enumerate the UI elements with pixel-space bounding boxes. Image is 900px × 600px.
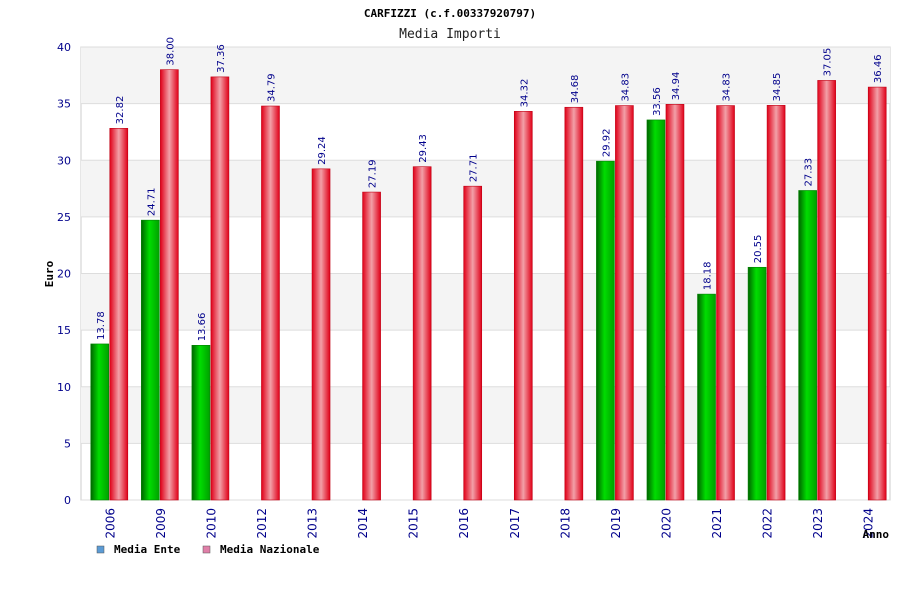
data-label-media-nazionale-2022: 34.85 (772, 73, 783, 102)
data-label-media-nazionale-2014: 27.19 (368, 159, 379, 188)
y-tick-label: 35 (57, 98, 71, 111)
bar-media-nazionale-2013 (311, 168, 331, 501)
bar-media-nazionale-2006 (109, 128, 129, 501)
data-label-media-nazionale-2023: 37.05 (823, 48, 834, 77)
data-label-media-nazionale-2021: 34.83 (722, 73, 733, 102)
bar-media-ente-2020 (646, 119, 666, 501)
bar-media-nazionale-2010 (210, 76, 230, 501)
x-tick-label-2009: 2009 (154, 508, 168, 539)
bar-media-ente-2022 (747, 266, 767, 501)
legend-swatch-media-nazionale (202, 545, 211, 554)
x-tick-label-2015: 2015 (407, 508, 421, 539)
bar-media-nazionale-2009 (160, 69, 179, 501)
data-label-media-ente-2006: 13.78 (96, 311, 107, 340)
bar-media-ente-2010 (191, 345, 211, 501)
data-label-media-nazionale-2016: 27.71 (469, 154, 480, 183)
data-label-media-ente-2020: 33.56 (652, 87, 663, 116)
data-label-media-nazionale-2017: 34.32 (519, 79, 530, 108)
x-tick-label-2020: 2020 (659, 508, 673, 539)
x-tick-label-2010: 2010 (204, 508, 218, 539)
data-label-media-ente-2023: 27.33 (804, 158, 815, 187)
bar-media-nazionale-2018 (564, 106, 584, 501)
y-tick-label: 40 (57, 41, 71, 54)
x-tick-label-2013: 2013 (306, 508, 320, 539)
legend: Media Ente Media Nazionale (96, 543, 320, 556)
x-tick-label-2019: 2019 (609, 508, 623, 539)
x-tick-label-2021: 2021 (710, 508, 724, 539)
data-label-media-nazionale-2015: 29.43 (418, 134, 429, 163)
bar-media-nazionale-2017 (513, 111, 533, 501)
bar-media-ente-2019 (596, 160, 615, 501)
data-label-media-nazionale-2024: 36.46 (873, 54, 884, 83)
legend-label-media-nazionale: Media Nazionale (220, 543, 320, 556)
bar-media-nazionale-2022 (766, 105, 786, 501)
data-label-media-ente-2009: 24.71 (146, 188, 157, 217)
data-label-media-nazionale-2020: 34.94 (671, 72, 682, 101)
y-tick-label: 0 (64, 494, 71, 507)
x-tick-label-2022: 2022 (761, 508, 775, 539)
bar-media-nazionale-2024 (867, 86, 887, 501)
data-label-media-ente-2022: 20.55 (753, 235, 764, 264)
y-tick-label: 15 (57, 324, 71, 337)
data-label-media-nazionale-2006: 32.82 (115, 96, 126, 125)
bar-media-nazionale-2012 (261, 105, 280, 501)
data-label-media-nazionale-2018: 34.68 (570, 75, 581, 104)
chart-title: CARFIZZI (c.f.00337920797) (364, 7, 536, 20)
data-labels: 13.78 32.82 24.71 38.00 13.66 37.36 34.79 29.24… (96, 37, 884, 341)
legend-swatch-media-ente (96, 545, 105, 554)
bar-media-nazionale-2016 (463, 185, 483, 501)
data-label-media-nazionale-2019: 34.83 (620, 73, 631, 102)
data-label-media-ente-2010: 13.66 (197, 313, 208, 342)
y-tick-label: 25 (57, 211, 71, 224)
x-tick-label-2024: 2024 (862, 508, 876, 539)
bars (90, 69, 887, 501)
bar-media-ente-2009 (141, 219, 160, 501)
bar-media-nazionale-2020 (665, 104, 685, 501)
data-label-media-ente-2019: 29.92 (601, 129, 612, 158)
data-label-media-nazionale-2013: 29.24 (317, 136, 328, 165)
bar-media-ente-2006 (90, 343, 110, 501)
x-axis-label: Anno (863, 528, 890, 541)
x-tick-label-2012: 2012 (255, 508, 269, 539)
y-axis-label: Euro (43, 260, 56, 287)
y-tick-label: 20 (57, 268, 71, 281)
bar-media-nazionale-2021 (716, 105, 735, 501)
bar-media-nazionale-2014 (362, 191, 381, 501)
bar-media-ente-2023 (798, 190, 817, 501)
bar-media-nazionale-2019 (615, 105, 634, 501)
chart-subtitle: Media Importi (399, 27, 501, 42)
x-tick-label-2018: 2018 (558, 508, 572, 539)
x-tick-label-2016: 2016 (457, 508, 471, 539)
data-label-media-nazionale-2012: 34.79 (266, 73, 277, 102)
y-axis-ticks: 0 5 10 15 20 25 30 35 40 (57, 41, 71, 507)
bar-media-nazionale-2015 (412, 166, 432, 501)
x-tick-label-2017: 2017 (508, 508, 522, 539)
bar-media-nazionale-2023 (817, 80, 836, 501)
x-tick-label-2023: 2023 (811, 508, 825, 539)
x-tick-label-2014: 2014 (356, 508, 370, 539)
x-axis-ticks: 2006 2009 2010 2012 2013 2014 2015 2016 2017 2018… (103, 508, 875, 539)
y-tick-label: 30 (57, 154, 71, 167)
legend-label-media-ente: Media Ente (114, 543, 181, 556)
data-label-media-nazionale-2010: 37.36 (216, 44, 227, 73)
data-label-media-ente-2021: 18.18 (703, 261, 714, 290)
data-label-media-nazionale-2009: 38.00 (165, 37, 176, 66)
bar-media-ente-2021 (697, 293, 716, 501)
grid-band (81, 47, 890, 104)
y-tick-label: 5 (64, 437, 71, 450)
y-tick-label: 10 (57, 381, 71, 394)
x-tick-label-2006: 2006 (103, 508, 117, 539)
